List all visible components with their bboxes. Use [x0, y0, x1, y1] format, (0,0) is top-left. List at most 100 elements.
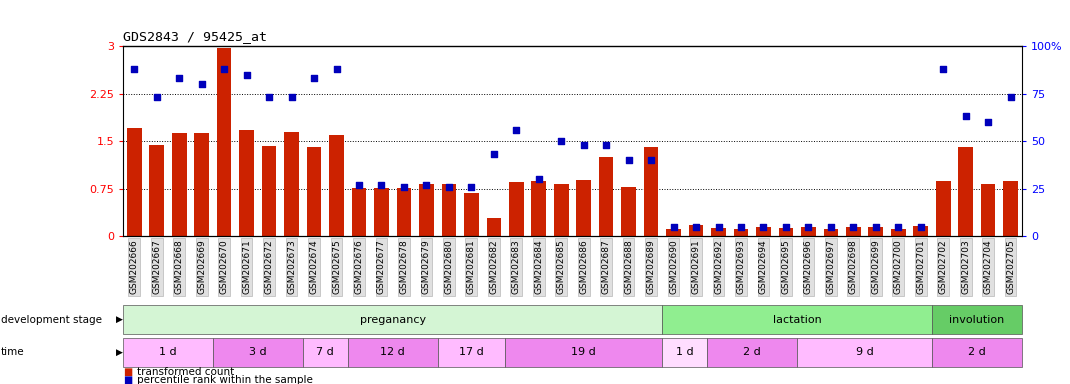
Text: GSM202675: GSM202675 — [332, 240, 341, 295]
Bar — [756, 227, 770, 236]
Text: GSM202690: GSM202690 — [669, 240, 678, 295]
Text: GSM202669: GSM202669 — [197, 240, 207, 295]
Point — [1002, 94, 1019, 101]
Point — [576, 142, 593, 148]
Text: GSM202676: GSM202676 — [354, 240, 364, 295]
Point — [216, 66, 233, 72]
Bar — [419, 184, 433, 236]
Bar — [936, 181, 950, 236]
Text: GSM202701: GSM202701 — [916, 240, 926, 295]
Bar — [307, 147, 321, 236]
Bar — [577, 180, 591, 236]
Bar — [1004, 181, 1018, 236]
Text: GSM202698: GSM202698 — [849, 240, 858, 295]
Bar — [689, 225, 703, 236]
Bar — [487, 218, 501, 236]
Point — [171, 75, 188, 81]
Text: 7 d: 7 d — [317, 347, 334, 358]
Bar — [734, 228, 748, 236]
Bar — [981, 184, 995, 236]
Text: GSM202699: GSM202699 — [871, 240, 881, 295]
Text: GSM202705: GSM202705 — [1006, 240, 1015, 295]
Text: GSM202702: GSM202702 — [938, 240, 948, 294]
Bar — [622, 187, 636, 236]
Text: percentile rank within the sample: percentile rank within the sample — [137, 375, 312, 384]
Text: 3 d: 3 d — [249, 347, 266, 358]
Text: GSM202695: GSM202695 — [781, 240, 791, 295]
Text: 9 d: 9 d — [856, 347, 873, 358]
Text: preganancy: preganancy — [360, 314, 426, 325]
Text: GSM202684: GSM202684 — [534, 240, 544, 294]
Point — [417, 182, 434, 188]
Point — [327, 66, 345, 72]
Text: GSM202679: GSM202679 — [422, 240, 431, 295]
Point — [238, 71, 256, 78]
Text: 2 d: 2 d — [744, 347, 761, 358]
Bar — [662, 305, 932, 334]
Text: GSM202692: GSM202692 — [714, 240, 723, 294]
Bar — [127, 128, 141, 236]
Bar — [352, 188, 366, 236]
Bar — [662, 338, 707, 367]
Text: 1 d: 1 d — [159, 347, 177, 358]
Bar — [554, 184, 568, 236]
Text: ▶: ▶ — [116, 315, 122, 324]
Text: GSM202668: GSM202668 — [174, 240, 184, 295]
Point — [935, 66, 952, 72]
Text: 12 d: 12 d — [380, 347, 406, 358]
Bar — [532, 181, 546, 236]
Point — [395, 184, 412, 190]
Point — [193, 81, 210, 87]
Bar — [846, 227, 860, 236]
Text: GSM202671: GSM202671 — [242, 240, 251, 295]
Text: GSM202677: GSM202677 — [377, 240, 386, 295]
Text: development stage: development stage — [1, 314, 102, 325]
Point — [844, 223, 861, 230]
Text: GDS2843 / 95425_at: GDS2843 / 95425_at — [123, 30, 268, 43]
Point — [507, 127, 524, 133]
Point — [889, 223, 906, 230]
Text: 1 d: 1 d — [676, 347, 693, 358]
Point — [687, 223, 704, 230]
Point — [441, 184, 458, 190]
Text: ■: ■ — [123, 367, 133, 377]
Point — [664, 223, 682, 230]
Point — [621, 157, 638, 163]
Text: ■: ■ — [123, 375, 133, 384]
Point — [642, 157, 659, 163]
Bar — [438, 338, 505, 367]
Text: GSM202687: GSM202687 — [601, 240, 611, 295]
Bar — [374, 188, 388, 236]
Text: GSM202667: GSM202667 — [152, 240, 162, 295]
Text: 2 d: 2 d — [968, 347, 985, 358]
Point — [552, 138, 569, 144]
Bar — [959, 147, 973, 236]
Text: GSM202691: GSM202691 — [691, 240, 701, 295]
Text: GSM202670: GSM202670 — [219, 240, 229, 295]
Text: 17 d: 17 d — [459, 347, 484, 358]
Text: GSM202672: GSM202672 — [264, 240, 274, 294]
Bar — [330, 135, 343, 236]
Bar — [824, 228, 838, 236]
Text: GSM202694: GSM202694 — [759, 240, 768, 294]
Bar — [644, 147, 658, 236]
Bar — [779, 228, 793, 236]
Bar — [932, 305, 1022, 334]
Point — [485, 151, 503, 157]
Bar — [195, 133, 209, 236]
Point — [306, 75, 323, 81]
Text: 19 d: 19 d — [571, 347, 596, 358]
Bar — [914, 226, 928, 236]
Text: GSM202666: GSM202666 — [129, 240, 139, 295]
Text: ▶: ▶ — [116, 348, 122, 357]
Point — [867, 223, 884, 230]
Point — [282, 94, 300, 101]
Text: GSM202685: GSM202685 — [556, 240, 566, 295]
Bar — [464, 193, 478, 236]
Text: GSM202673: GSM202673 — [287, 240, 296, 295]
Bar — [123, 305, 662, 334]
Point — [822, 223, 839, 230]
Bar — [869, 227, 883, 236]
Bar — [667, 229, 681, 236]
Bar — [213, 338, 303, 367]
